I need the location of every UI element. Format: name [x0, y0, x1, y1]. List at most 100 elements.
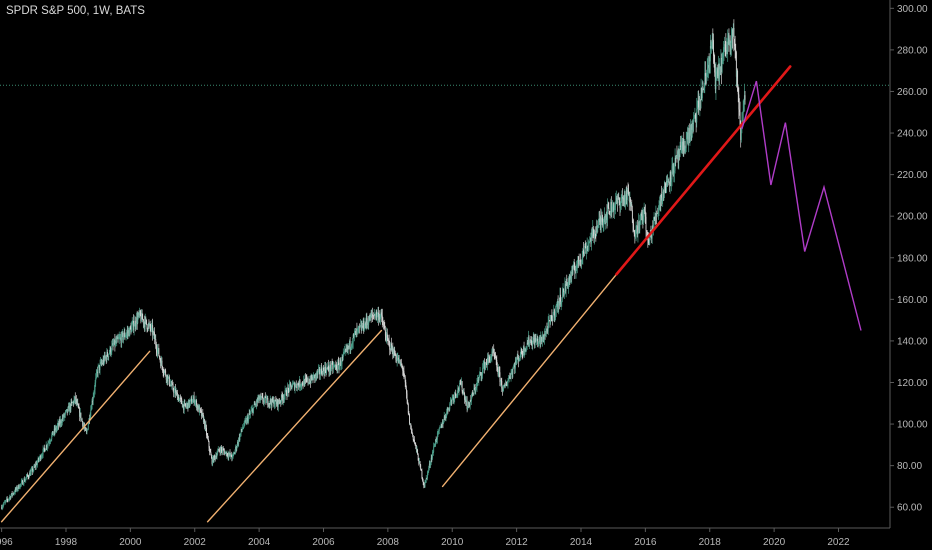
candle-body: [552, 318, 553, 322]
candle-body: [516, 356, 518, 360]
candle-body: [427, 471, 429, 473]
candle-body: [133, 326, 135, 330]
candle-body: [696, 108, 698, 123]
candle-body: [189, 399, 191, 402]
projection-group: [741, 80, 862, 331]
candle-body: [584, 245, 586, 255]
candle-body: [307, 378, 309, 383]
candle-body: [182, 404, 184, 408]
candle-body: [604, 216, 605, 220]
candle-body: [428, 467, 430, 472]
candle-body: [730, 42, 732, 45]
candle-body: [30, 471, 32, 476]
candle-body: [722, 56, 724, 60]
candle-body: [314, 374, 316, 379]
candle-body: [40, 455, 42, 460]
candle-body: [431, 457, 433, 459]
candle-body: [615, 201, 617, 206]
candle-body: [381, 315, 383, 322]
candle-body: [695, 118, 697, 123]
candle-body: [406, 393, 408, 400]
candle-body: [212, 457, 214, 462]
candle-body: [323, 368, 324, 370]
candle-body: [739, 109, 740, 113]
candle-body: [591, 232, 593, 235]
candle-body: [461, 381, 463, 392]
candle-body: [218, 449, 220, 451]
candle-body: [450, 400, 452, 402]
candle-body: [3, 502, 5, 505]
candle-body: [661, 194, 662, 201]
candle-body: [672, 163, 674, 166]
candle-body: [117, 337, 119, 339]
candle-body: [444, 416, 446, 418]
candle-body: [267, 398, 269, 405]
candle-body: [78, 407, 80, 409]
candle-body: [661, 200, 663, 202]
candle-body: [674, 170, 675, 173]
candle-body: [389, 342, 391, 350]
candle-body: [248, 413, 250, 417]
candle-body: [405, 382, 407, 389]
candle-body: [207, 439, 209, 442]
candle-body: [696, 108, 698, 110]
time-tick-label: 2022: [827, 537, 850, 548]
candle-body: [498, 369, 500, 373]
candle-body: [613, 202, 615, 211]
candle-body: [554, 315, 556, 318]
candle-body: [101, 362, 103, 364]
candle-body: [453, 397, 455, 401]
candle-body: [33, 466, 35, 468]
candle-body: [275, 399, 277, 402]
candle-body: [52, 431, 54, 435]
candle-body: [685, 148, 687, 152]
candle-body: [730, 38, 732, 43]
candle-body: [407, 399, 409, 404]
candle-body: [276, 399, 278, 405]
candle-body: [178, 396, 180, 401]
candle-body: [71, 402, 73, 404]
candle-body: [162, 366, 163, 371]
candle-body: [605, 212, 607, 218]
candle-body: [727, 33, 729, 39]
candle-body: [198, 405, 199, 410]
candle-body: [703, 87, 705, 90]
candle-body: [239, 435, 241, 440]
candle-body: [523, 346, 525, 354]
candle-body: [608, 207, 610, 211]
candle-body: [295, 383, 297, 388]
candle-body: [258, 395, 259, 400]
candle-body: [663, 191, 665, 194]
candle-body: [108, 353, 110, 358]
candle-body: [46, 445, 48, 448]
candle-body: [246, 418, 248, 424]
candle-body: [66, 409, 68, 413]
candle-body: [305, 378, 307, 380]
candle-body: [442, 422, 444, 425]
candle-body: [184, 403, 186, 405]
candle-body: [498, 369, 500, 375]
candle-body: [215, 455, 217, 459]
candle-body: [475, 387, 477, 391]
candle-body: [150, 325, 152, 330]
candle-body: [56, 425, 58, 428]
candle-body: [669, 171, 671, 185]
candle-body: [176, 392, 178, 401]
candle-body: [269, 402, 271, 404]
candle-body: [623, 197, 625, 202]
candle-body: [274, 399, 276, 405]
price-tick-label: 140.00: [897, 336, 928, 347]
candle-body: [82, 425, 84, 427]
candle-body: [422, 477, 423, 481]
price-tick-label: 240.00: [897, 129, 928, 140]
time-tick-label: 2004: [248, 537, 271, 548]
candle-body: [257, 399, 259, 402]
candle-body: [330, 369, 332, 371]
candle-body: [292, 384, 293, 388]
candle-body: [488, 356, 490, 360]
candle-body: [171, 383, 173, 386]
candle-body: [308, 382, 310, 384]
candle-body: [633, 224, 635, 232]
candle-body: [334, 365, 336, 367]
